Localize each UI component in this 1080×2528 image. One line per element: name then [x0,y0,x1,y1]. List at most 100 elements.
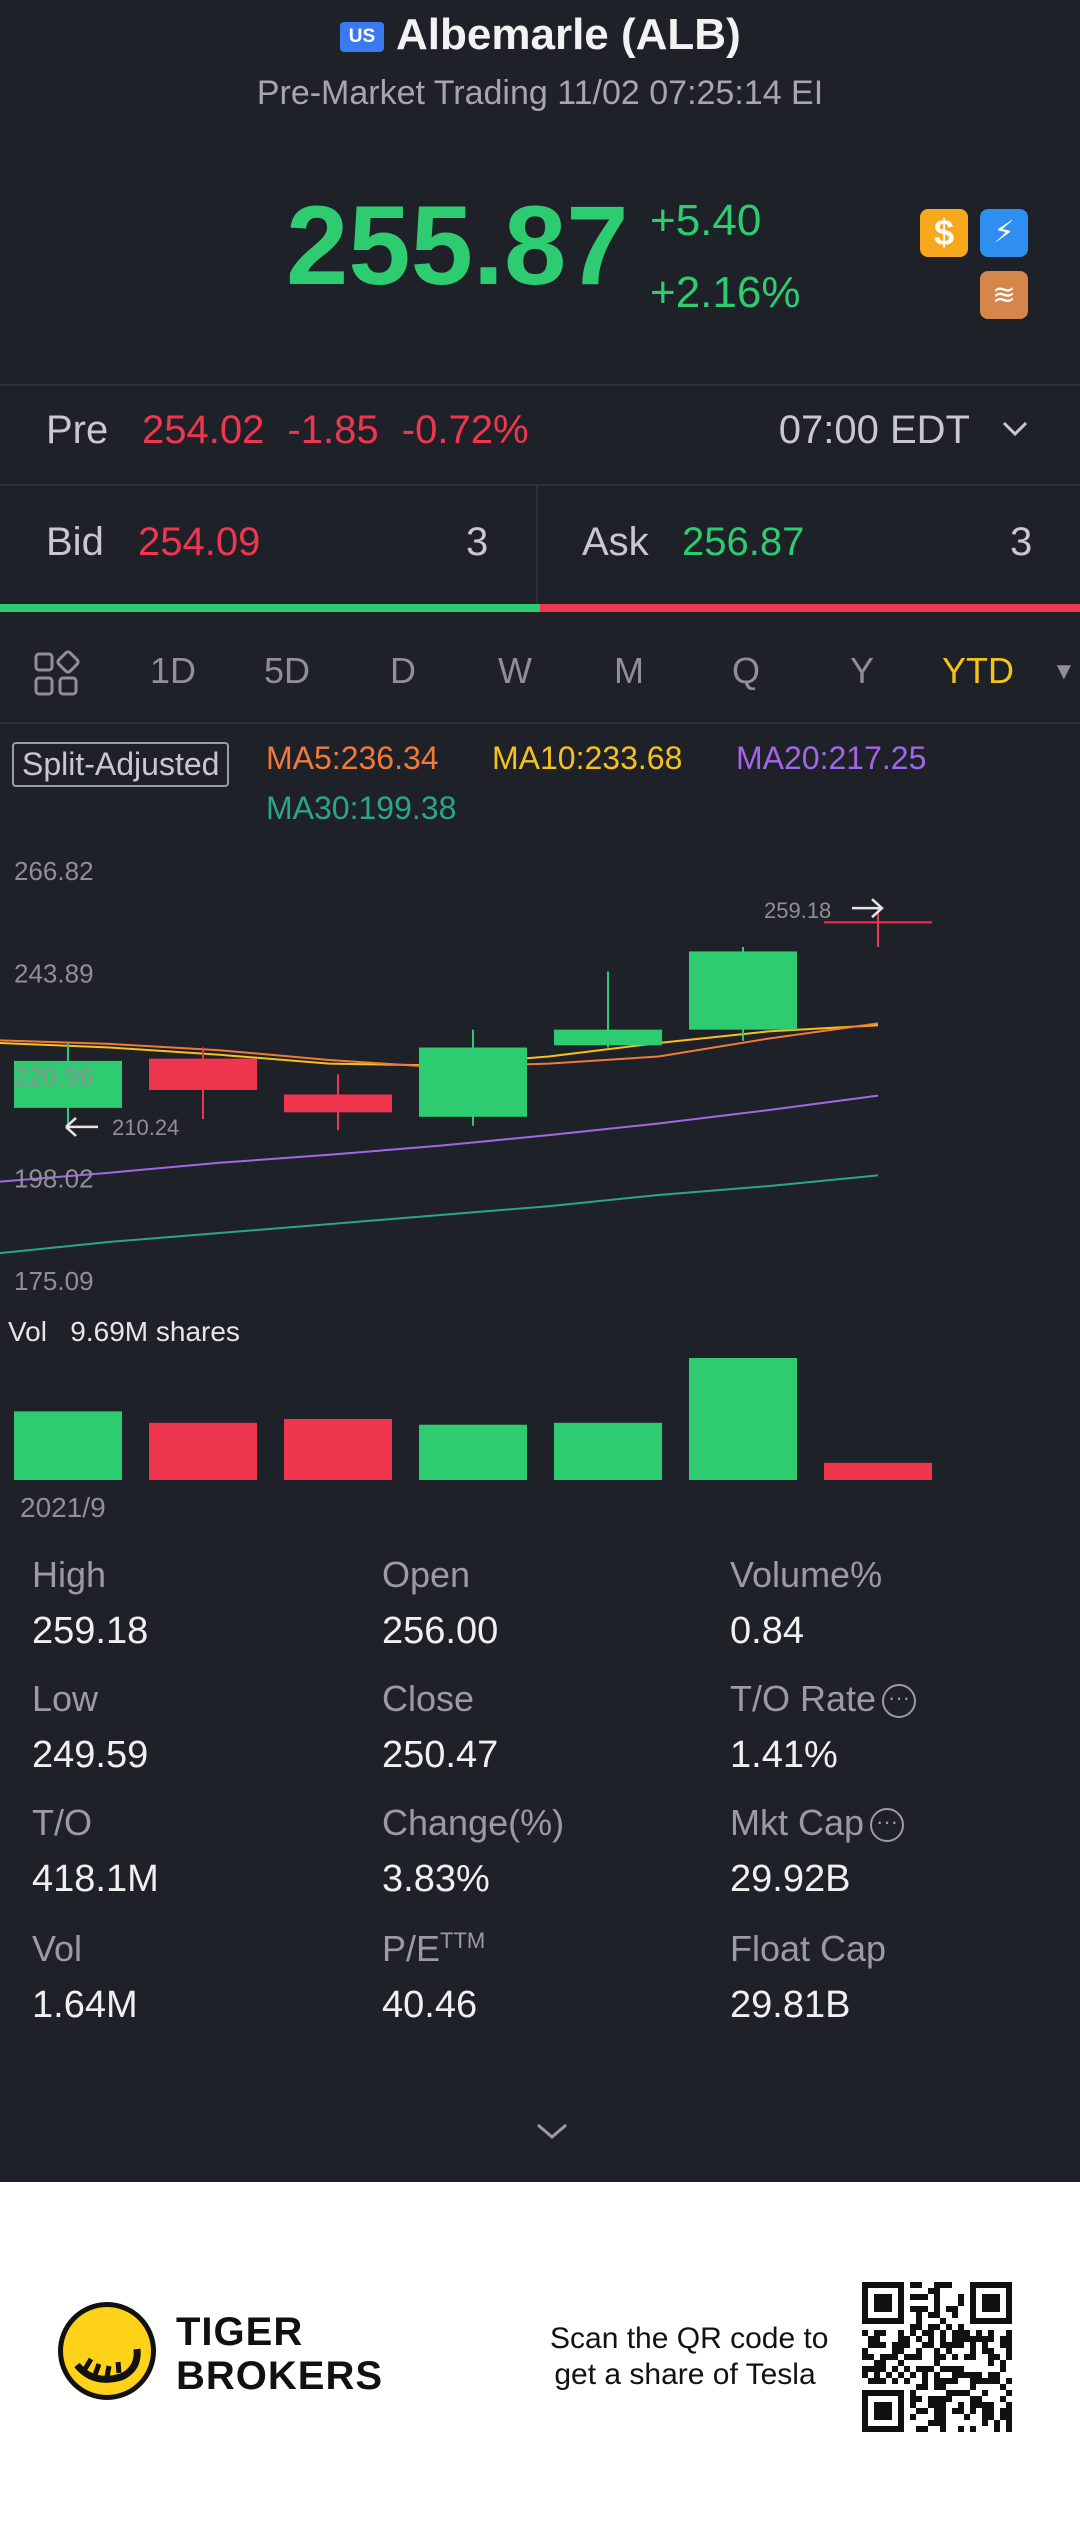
qr-code[interactable] [862,2282,1012,2432]
ma30-line [0,1174,879,1255]
qr-finder [898,2390,904,2432]
qr-module [874,2360,880,2366]
more-info-icon[interactable]: ··· [870,1808,905,1843]
qr-module [922,2426,928,2432]
tab-5d[interactable]: 5D [264,650,311,691]
expand-chevron-icon[interactable] [534,2110,570,2152]
qr-module [880,2330,886,2336]
stat-label-close: Close [382,1678,475,1719]
volume-label-text: Vol [8,1316,47,1347]
stat-label-volume-pct: Volume% [730,1554,883,1595]
qr-module [916,2396,922,2402]
qr-module [916,2324,922,2330]
qr-module [868,2366,874,2372]
promo-footer: TIGER BROKERS Scan the QR code to get a … [0,2182,1080,2528]
qr-module [1006,2330,1012,2336]
qr-module [970,2354,976,2360]
dropdown-triangle-icon[interactable]: ▼ [1052,658,1076,685]
qr-module [946,2390,952,2396]
bolt-icon[interactable]: ⚡ [980,209,1028,257]
stat-label-to-rate-text: T/O Rate [730,1678,877,1719]
tab-w[interactable]: W [498,650,532,691]
ma10-label: MA10:233.68 [492,740,683,776]
qr-module [1006,2408,1012,2414]
y-tick-label: 220.96 [14,1061,94,1091]
date-start-label: 2021/9 [20,1492,106,1523]
qr-module [892,2348,898,2354]
qr-module [940,2414,946,2420]
qr-module [1006,2348,1012,2354]
qr-module [898,2330,904,2336]
grid-icon[interactable] [32,650,80,698]
high-marker-label: 259.18 [764,898,831,923]
qr-module [922,2342,928,2348]
qr-module [958,2330,964,2336]
tab-m[interactable]: M [614,650,644,691]
split-adjusted-toggle[interactable]: Split-Adjusted [12,742,230,787]
stack-icon[interactable]: ≋ [980,271,1028,319]
qr-module [952,2312,958,2318]
market-badge: US [340,22,384,52]
qr-module [958,2300,964,2306]
qr-module [904,2366,910,2372]
qr-module [988,2402,994,2408]
volume-value: 9.69M shares [70,1316,240,1347]
qr-module [940,2378,946,2384]
qr-module [988,2348,994,2354]
qr-module [898,2342,904,2348]
y-tick-label: 175.09 [14,1266,94,1296]
ma20-label: MA20:217.25 [736,740,927,776]
qr-module [916,2312,922,2318]
qr-module [922,2372,928,2378]
qr-module [1000,2408,1006,2414]
qr-module [868,2342,874,2348]
qr-module [958,2390,964,2396]
price-change-percent: +2.16% [650,268,801,317]
qr-module [916,2318,922,2324]
qr-module [934,2312,940,2318]
stat-label-mkt-cap-text: Mkt Cap [730,1802,865,1843]
candle-body [689,951,797,1030]
pre-change: -1.85 [287,408,379,452]
price-chart[interactable]: 266.82 243.89 220.96 198.02 175.09 259.18 210… [0,848,1080,1518]
candle-body [14,1060,122,1108]
qr-module [940,2318,946,2324]
qr-module [964,2390,970,2396]
quote-header: US Albemarle (ALB) Pre-Market Trading 11… [0,0,1080,385]
tab-ytd[interactable]: YTD [942,650,1014,691]
dollar-icon[interactable]: $ [920,209,968,257]
stat-value-volume-pct: 0.84 [730,1610,804,1652]
tab-d[interactable]: D [390,650,416,691]
qr-module [940,2336,946,2342]
qr-finder [874,2402,892,2420]
qr-module [970,2372,976,2378]
qr-module [922,2306,928,2312]
qr-module [1000,2336,1006,2342]
qr-module [922,2330,928,2336]
qr-module [904,2342,910,2348]
tab-q[interactable]: Q [732,650,761,691]
qr-module [886,2354,892,2360]
qr-finder [862,2390,904,2396]
qr-module [958,2324,964,2330]
tab-1d[interactable]: 1D [150,650,197,691]
qr-module [1006,2414,1012,2420]
tab-y[interactable]: Y [850,650,875,691]
pre-change-percent: -0.72% [401,408,529,452]
divider [0,384,1080,386]
qr-module [928,2336,934,2342]
arrow-left-icon [65,1116,98,1137]
chevron-down-icon[interactable] [1000,414,1030,452]
qr-module [880,2342,886,2348]
qr-module [1000,2414,1006,2420]
qr-module [868,2354,874,2360]
qr-module [946,2366,952,2372]
period-tabs: 1D 5D D W M Q Y YTD ▼ [0,634,1080,714]
qr-module [1006,2420,1012,2426]
stat-label-to-rate: T/O Rate ··· [730,1678,917,1720]
qr-module [916,2294,922,2300]
more-info-icon[interactable]: ··· [882,1684,917,1719]
pre-values: 254.02 -1.85 -0.72% [142,408,529,453]
stock-title: Albemarle (ALB) [396,10,741,59]
qr-module [934,2408,940,2414]
